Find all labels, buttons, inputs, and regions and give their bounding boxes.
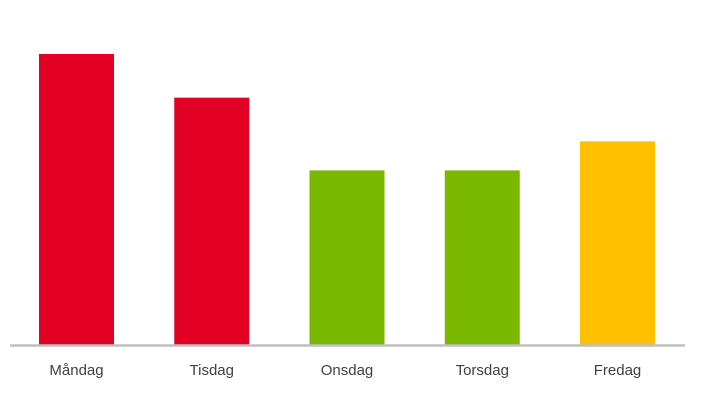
bar-fredag <box>580 141 655 345</box>
tick-label-onsdag: Onsdag <box>321 362 374 379</box>
tick-label-mandag: Måndag <box>49 362 103 379</box>
tick-label-torsdag: Torsdag <box>456 362 509 379</box>
tick-label-tisdag: Tisdag <box>190 362 234 379</box>
bar-torsdag <box>444 170 520 345</box>
bar-tisdag <box>174 97 250 346</box>
tick-labels-group: Måndag Tisdag Onsdag Torsdag Fredag <box>49 362 641 379</box>
bar-onsdag <box>309 170 385 345</box>
tick-label-fredag: Fredag <box>594 362 642 379</box>
bars-group <box>39 54 655 346</box>
bar-måndag <box>39 54 114 345</box>
